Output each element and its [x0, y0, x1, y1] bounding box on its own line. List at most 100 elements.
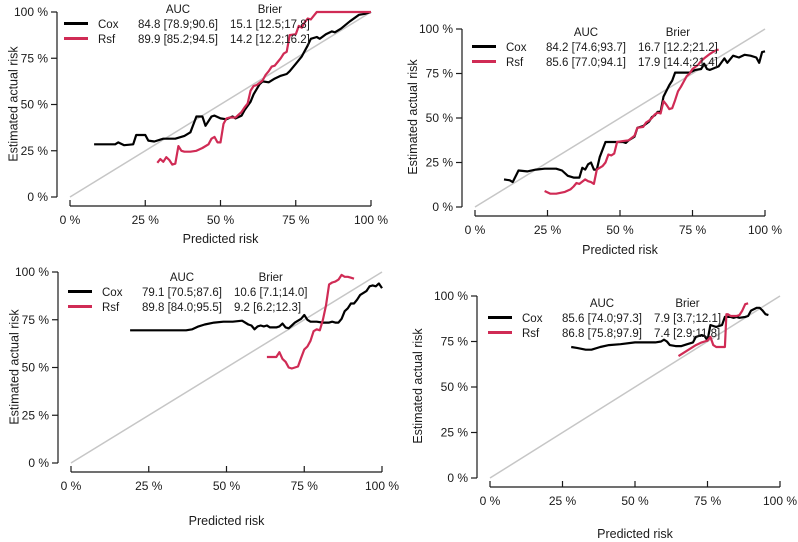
svg-text:100 %: 100 %	[14, 5, 48, 19]
svg-text:25 %: 25 %	[441, 426, 469, 440]
cox-line-swatch	[488, 316, 512, 320]
svg-text:75 %: 75 %	[21, 51, 49, 65]
svg-text:100 %: 100 %	[748, 223, 782, 237]
svg-text:50 %: 50 %	[426, 111, 454, 125]
svg-text:75 %: 75 %	[22, 313, 50, 327]
panel-bottom-left: 0 % 25 % 50 % 75 % 100 % 0 % 25 % 50 % 75 % 100 %…	[0, 265, 400, 542]
svg-text:75 %: 75 %	[426, 67, 454, 81]
rsf-line-swatch	[68, 305, 92, 309]
cox-line-swatch	[64, 22, 88, 26]
legend-row-rsf: Rsf 89.9 [85.2;94.5] 14.2 [12.2;16.2]	[64, 33, 310, 48]
svg-text:75 %: 75 %	[679, 223, 707, 237]
legend-label-rsf: Rsf	[506, 57, 524, 69]
calibration-plot: 0 % 25 % 50 % 75 % 100 % 0 % 25 % 50 % 75 % 100 %	[434, 289, 797, 508]
svg-text:50 %: 50 %	[207, 213, 235, 227]
cox-line-swatch	[68, 290, 92, 294]
svg-text:100 %: 100 %	[763, 494, 797, 508]
legend-brier-header: Brier	[258, 272, 283, 284]
legend-brier-header: Brier	[257, 4, 283, 16]
cox-auc-value: 79.1 [70.5;87.6]	[142, 287, 222, 299]
svg-text:100 %: 100 %	[15, 265, 49, 279]
rsf-line-swatch	[64, 37, 88, 41]
x-axis-label: Predicted risk	[597, 527, 673, 541]
rsf-auc-value: 89.9 [85.2;94.5]	[138, 34, 218, 46]
legend-brier-header: Brier	[675, 298, 700, 310]
legend-row-cox: Cox 79.1 [70.5;87.6] 10.6 [7.1;14.0]	[68, 286, 307, 301]
svg-text:25 %: 25 %	[132, 213, 160, 227]
svg-text:25 %: 25 %	[22, 408, 50, 422]
legend-label-cox: Cox	[506, 42, 527, 54]
legend-label-cox: Cox	[522, 313, 543, 325]
legend-row-rsf: Rsf 89.8 [84.0;95.5] 9.2 [6.2;12.3]	[68, 301, 307, 316]
svg-text:0 %: 0 %	[60, 213, 81, 227]
rsf-brier-value: 7.4 [2.9;11.8]	[653, 328, 721, 340]
cox-line-swatch	[472, 45, 496, 49]
svg-text:50 %: 50 %	[606, 223, 634, 237]
cox-auc-value: 85.6 [74.0;97.3]	[562, 313, 642, 325]
rsf-auc-value: 85.6 [77.0;94.1]	[546, 57, 626, 69]
legend-label-rsf: Rsf	[522, 328, 540, 340]
svg-text:50 %: 50 %	[21, 98, 49, 112]
x-axis-label: Predicted risk	[182, 232, 259, 246]
svg-text:0 %: 0 %	[480, 494, 501, 508]
panel-top-right: 0 % 25 % 50 % 75 % 100 % 0 % 25 % 50 % 75 % 100 %…	[399, 0, 798, 265]
legend-row-cox: Cox 84.2 [74.6;93.7] 16.7 [12.2;21.2]	[472, 41, 718, 56]
svg-text:0 %: 0 %	[447, 471, 468, 485]
legend-auc-header: AUC	[165, 4, 191, 16]
svg-text:100 %: 100 %	[365, 479, 399, 493]
calibration-plot: 0 % 25 % 50 % 75 % 100 % 0 % 25 % 50 % 75 % 100 %	[15, 265, 399, 493]
svg-text:50 %: 50 %	[441, 380, 469, 394]
legend-row-rsf: Rsf 85.6 [77.0;94.1] 17.9 [14.4;21.4]	[472, 56, 718, 71]
svg-text:100 %: 100 %	[434, 289, 468, 303]
svg-text:0 %: 0 %	[432, 200, 453, 214]
calibration-plot: 0 % 25 % 50 % 75 % 100 % 0 % 25 % 50 % 75 % 100 %	[14, 5, 388, 227]
x-axis-label: Predicted risk	[582, 243, 658, 257]
svg-text:75 %: 75 %	[441, 335, 469, 349]
legend: AUC Brier Cox 84.8 [78.9;90.6] 15.1 [12.…	[64, 3, 310, 48]
cox-auc-value: 84.2 [74.6;93.7]	[546, 42, 626, 54]
legend-label-cox: Cox	[102, 287, 123, 299]
rsf-line-swatch	[488, 331, 512, 335]
svg-text:100 %: 100 %	[354, 213, 388, 227]
cox-brier-value: 16.7 [12.2;21.2]	[637, 42, 718, 54]
y-axis-label: Estimated actual risk	[411, 328, 425, 444]
legend-auc-header: AUC	[169, 272, 195, 284]
panel-bottom-right: 0 % 25 % 50 % 75 % 100 % 0 % 25 % 50 % 75 % 100 %…	[399, 265, 798, 542]
cox-brier-value: 7.9 [3.7;12.1]	[653, 313, 722, 325]
rsf-brier-value: 9.2 [6.2;12.3]	[233, 302, 302, 314]
cox-auc-value: 84.8 [78.9;90.6]	[138, 19, 218, 31]
svg-text:0 %: 0 %	[28, 456, 49, 470]
svg-text:50 %: 50 %	[621, 494, 649, 508]
rsf-auc-value: 89.8 [84.0;95.5]	[142, 302, 222, 314]
legend-brier-header: Brier	[665, 27, 691, 39]
svg-text:0 %: 0 %	[465, 223, 486, 237]
svg-text:25 %: 25 %	[549, 494, 577, 508]
x-axis-label: Predicted risk	[188, 514, 265, 528]
cox-brier-value: 10.6 [7.1;14.0]	[233, 287, 308, 299]
svg-text:25 %: 25 %	[534, 223, 562, 237]
svg-text:75 %: 75 %	[282, 213, 310, 227]
legend-auc-header: AUC	[589, 298, 615, 310]
svg-text:25 %: 25 %	[426, 156, 454, 170]
rsf-line-swatch	[472, 60, 496, 64]
calibration-plot: 0 % 25 % 50 % 75 % 100 % 0 % 25 % 50 % 75 % 100 %	[419, 22, 782, 237]
legend: AUC Brier Cox 84.2 [74.6;93.7] 16.7 [12.…	[472, 26, 718, 71]
panel-top-left: 0 % 25 % 50 % 75 % 100 % 0 % 25 % 50 % 75 % 100 %…	[0, 0, 399, 265]
svg-text:100 %: 100 %	[419, 22, 453, 36]
legend-label-cox: Cox	[98, 19, 119, 31]
svg-text:0 %: 0 %	[27, 190, 48, 204]
svg-text:75 %: 75 %	[291, 479, 319, 493]
legend: AUC Brier Cox 79.1 [70.5;87.6] 10.6 [7.1…	[68, 271, 307, 316]
legend-label-rsf: Rsf	[102, 302, 120, 314]
y-axis-label: Estimated actual risk	[6, 46, 21, 162]
legend-row-cox: Cox 84.8 [78.9;90.6] 15.1 [12.5;17.8]	[64, 18, 310, 33]
cox-brier-value: 15.1 [12.5;17.8]	[229, 19, 310, 31]
svg-text:50 %: 50 %	[22, 361, 50, 375]
svg-text:75 %: 75 %	[694, 494, 722, 508]
legend-row-rsf: Rsf 86.8 [75.8;97.9] 7.4 [2.9;11.8]	[488, 327, 721, 342]
rsf-brier-value: 14.2 [12.2;16.2]	[229, 34, 310, 46]
legend: AUC Brier Cox 85.6 [74.0;97.3] 7.9 [3.7;…	[488, 297, 721, 342]
y-axis-label: Estimated actual risk	[7, 309, 22, 425]
rsf-brier-value: 17.9 [14.4;21.4]	[637, 57, 718, 69]
